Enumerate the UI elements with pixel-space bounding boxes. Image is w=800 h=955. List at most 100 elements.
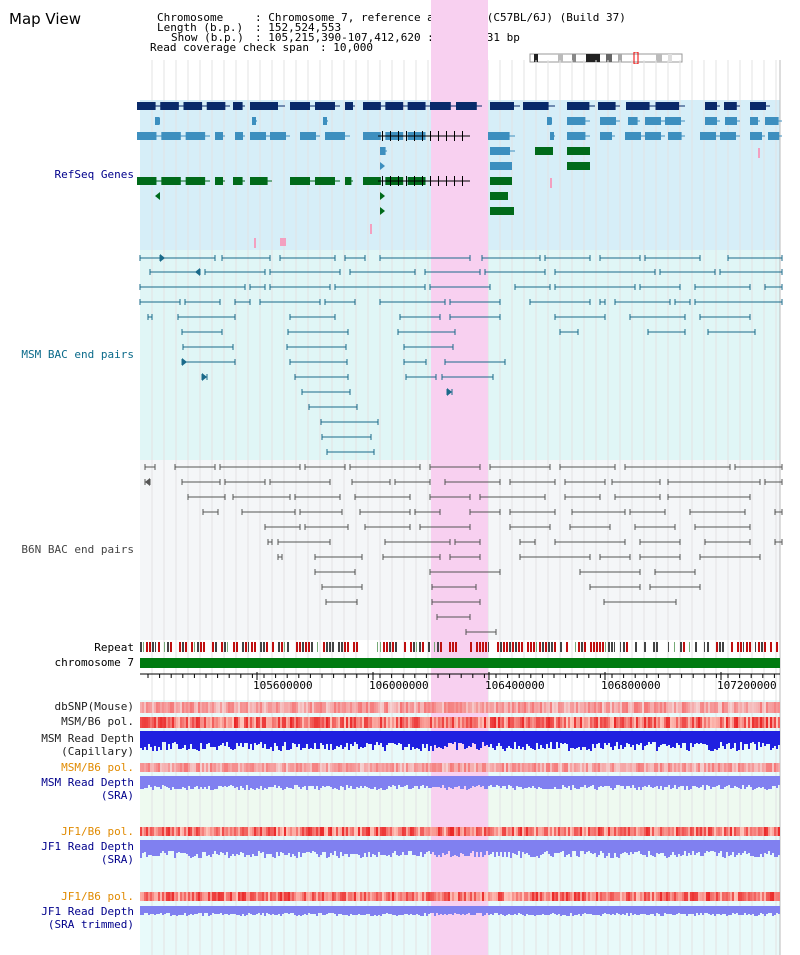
polymorphism-cell	[592, 702, 594, 713]
polymorphism-cell	[200, 702, 202, 713]
polymorphism-cell	[360, 717, 362, 728]
polymorphism-cell	[736, 827, 738, 836]
repeat-mark	[482, 642, 484, 652]
read-depth-bar	[634, 906, 636, 914]
read-depth-bar	[740, 840, 742, 855]
polymorphism-cell	[342, 717, 344, 728]
polymorphism-cell	[262, 717, 264, 728]
read-depth-bar	[152, 906, 154, 914]
polymorphism-cell	[608, 717, 610, 728]
jf1-read-depth-trimmed-label[interactable]: JF1 Read Depth (SRA trimmed)	[41, 905, 134, 931]
repeat-mark	[383, 642, 385, 652]
polymorphism-cell	[202, 763, 204, 772]
read-depth-bar	[484, 776, 486, 789]
polymorphism-cell	[262, 763, 264, 772]
polymorphism-cell	[336, 892, 338, 901]
jf1-b6-pol-trimmed-label[interactable]: JF1/B6 pol.	[61, 890, 134, 903]
read-depth-bar	[552, 731, 554, 749]
jf1-b6-pol-label[interactable]: JF1/B6 pol.	[61, 825, 134, 838]
msm-b6-pol-label[interactable]: MSM/B6 pol.	[61, 715, 134, 728]
polymorphism-cell	[612, 717, 614, 728]
polymorphism-cell	[686, 702, 688, 713]
read-depth-bar	[568, 731, 570, 751]
polymorphism-cell	[710, 702, 712, 713]
polymorphism-cell	[294, 702, 296, 713]
polymorphism-cell	[578, 892, 580, 901]
chromosome-ideogram[interactable]	[528, 52, 684, 64]
msm-read-depth-sra-label[interactable]: MSM Read Depth (SRA)	[41, 776, 134, 802]
polymorphism-cell	[436, 717, 438, 728]
read-depth-bar	[748, 776, 750, 785]
polymorphism-cell	[280, 717, 282, 728]
b6n-bac-end-pairs-label[interactable]: B6N BAC end pairs	[21, 543, 134, 556]
gene-exon	[185, 132, 206, 140]
polymorphism-cell	[606, 717, 608, 728]
polymorphism-cell	[730, 717, 732, 728]
read-depth-bar	[592, 906, 594, 915]
polymorphism-cell	[658, 827, 660, 836]
polymorphism-cell	[208, 717, 210, 728]
polymorphism-cell	[274, 827, 276, 836]
polymorphism-cell	[220, 763, 222, 772]
read-depth-bar	[154, 731, 156, 746]
polymorphism-cell	[676, 763, 678, 772]
read-depth-bar	[480, 906, 482, 913]
polymorphism-cell	[484, 717, 486, 728]
read-depth-bar	[192, 906, 194, 915]
read-depth-bar	[254, 776, 256, 790]
read-depth-bar	[248, 731, 250, 749]
polymorphism-cell	[372, 892, 374, 901]
polymorphism-cell	[464, 892, 466, 901]
polymorphism-cell	[148, 763, 150, 772]
refseq-genes-label[interactable]: RefSeq Genes	[54, 168, 134, 181]
polymorphism-cell	[160, 763, 162, 772]
polymorphism-cell	[670, 827, 672, 836]
polymorphism-cell	[686, 892, 688, 901]
msm-b6-pol-sra-label[interactable]: MSM/B6 pol.	[61, 761, 134, 774]
read-depth-bar	[390, 776, 392, 787]
read-depth-bar	[480, 731, 482, 748]
polymorphism-cell	[228, 717, 230, 728]
gene-exon	[567, 132, 586, 140]
read-depth-bar	[530, 906, 532, 915]
read-depth-bar	[672, 906, 674, 915]
gene-exon	[645, 132, 661, 140]
polymorphism-cell	[694, 827, 696, 836]
read-depth-bar	[572, 731, 574, 748]
chromosome-track-label[interactable]: chromosome 7	[54, 656, 134, 669]
dbsnp-track-label[interactable]: dbSNP(Mouse)	[54, 700, 134, 713]
polymorphism-cell	[146, 717, 148, 728]
msm-read-depth-capillary-label[interactable]: MSM Read Depth (Capillary)	[41, 732, 134, 758]
read-depth-bar	[564, 906, 566, 915]
polymorphism-cell	[430, 717, 432, 728]
read-depth-bar	[226, 840, 228, 852]
repeat-mark	[437, 642, 439, 652]
polymorphism-cell	[544, 702, 546, 713]
read-depth-bar	[682, 840, 684, 855]
polymorphism-cell	[376, 702, 378, 713]
read-depth-bar	[668, 731, 670, 745]
gene-exon	[206, 102, 226, 110]
read-depth-bar	[694, 840, 696, 855]
polymorphism-cell	[638, 763, 640, 772]
read-depth-bar	[268, 731, 270, 749]
jf1-read-depth-sra-label[interactable]: JF1 Read Depth (SRA)	[41, 840, 134, 866]
read-depth-bar	[364, 776, 366, 786]
repeat-mark	[215, 642, 217, 652]
read-depth-bar	[676, 731, 678, 743]
read-depth-bar	[772, 906, 774, 916]
msm-bac-end-pairs-label[interactable]: MSM BAC end pairs	[21, 348, 134, 361]
polymorphism-cell	[350, 717, 352, 728]
polymorphism-cell	[720, 702, 722, 713]
length-label: Length (b.p.)	[157, 21, 244, 34]
read-depth-bar	[422, 776, 424, 785]
repeat-mark	[515, 642, 517, 652]
polymorphism-cell	[344, 702, 346, 713]
read-depth-bar	[406, 906, 408, 914]
repeat-track-label[interactable]: Repeat	[94, 641, 134, 654]
read-depth-bar	[612, 776, 614, 790]
repeat-mark	[683, 642, 685, 652]
polymorphism-cell	[560, 763, 562, 772]
polymorphism-cell	[728, 717, 730, 728]
